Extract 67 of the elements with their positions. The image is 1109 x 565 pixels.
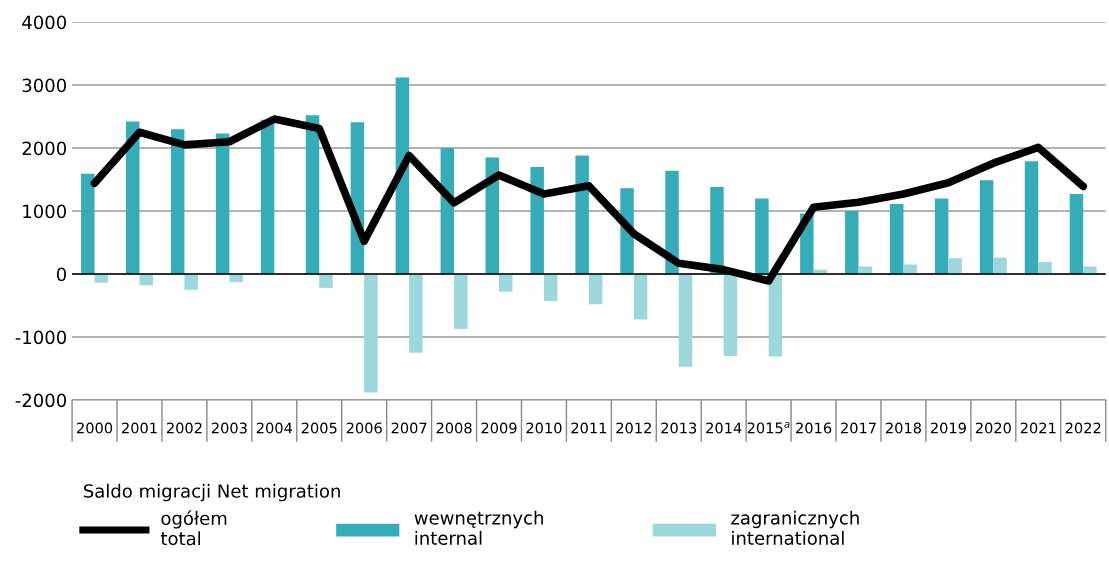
bar <box>81 173 95 275</box>
y-tick-label: 0 <box>56 267 67 282</box>
bar <box>530 166 544 275</box>
x-tick-label: 2021 <box>1020 422 1056 434</box>
x-tick-label: 2006 <box>346 422 382 434</box>
bar <box>319 274 333 288</box>
bar <box>184 274 198 290</box>
bar <box>454 274 468 329</box>
bar <box>755 198 769 275</box>
legend-label: wewnętrznych internal <box>414 510 543 545</box>
x-tick-label: 2007 <box>391 422 427 434</box>
bar <box>948 258 962 275</box>
x-tick-label: 2000 <box>77 422 113 434</box>
x-tick-label: 2009 <box>481 422 517 434</box>
bar <box>305 115 320 275</box>
legend-label: zagranicznych international <box>731 510 859 545</box>
bar <box>260 119 275 275</box>
x-tick-label: 2013 <box>661 422 697 434</box>
y-tick-label: 1000 <box>23 204 67 219</box>
x-tick-label: 2011 <box>571 422 607 434</box>
legend-title: Saldo migracji Net migration <box>83 483 340 502</box>
x-tick-label: 2003 <box>211 422 247 434</box>
x-tick-label: 2015$^{a}$ <box>747 421 790 434</box>
legend-label: ogółem total <box>160 510 227 546</box>
x-tick-label: 2017 <box>841 422 876 434</box>
x-tick-label: 2005 <box>301 422 337 434</box>
x-tick-label: 2018 <box>885 422 922 434</box>
y-tick-label: 2000 <box>22 141 67 156</box>
x-tick-label: 2022 <box>1065 422 1101 434</box>
bar <box>665 170 679 275</box>
bar <box>768 274 783 357</box>
y-tick-label: -1000 <box>15 330 67 345</box>
y-tick-label: -2000 <box>15 393 67 408</box>
x-tick-label: 2019 <box>930 422 966 434</box>
y-tick-label: 4000 <box>22 15 67 30</box>
x-tick-label: 2014 <box>706 422 742 434</box>
x-tick-label: 2016 <box>796 422 832 434</box>
x-tick-label: 2008 <box>436 422 472 434</box>
x-tick-label: 2010 <box>526 422 562 434</box>
bar <box>1024 161 1039 275</box>
bar <box>1069 194 1084 275</box>
bar <box>139 274 153 286</box>
bar <box>710 187 724 275</box>
x-tick-label: 2001 <box>122 422 157 434</box>
bar <box>889 204 904 275</box>
bar <box>409 274 423 353</box>
bar <box>588 274 603 305</box>
bar <box>364 274 378 393</box>
bar <box>723 274 738 356</box>
bar <box>678 274 693 367</box>
bar <box>934 198 949 275</box>
x-tick-label: 2012 <box>616 422 651 434</box>
x-tick-label: 2002 <box>166 422 202 434</box>
x-tick-label: 2020 <box>975 422 1011 434</box>
bar <box>845 211 859 275</box>
bar <box>543 274 558 302</box>
bar <box>979 180 994 275</box>
bar <box>1038 262 1052 275</box>
bar <box>499 274 513 292</box>
bar <box>170 129 185 275</box>
bar <box>575 155 589 275</box>
x-tick-label: 2004 <box>256 422 293 434</box>
bar <box>215 133 230 275</box>
bar <box>633 274 648 320</box>
bar <box>1083 266 1097 275</box>
bar <box>993 257 1007 275</box>
y-tick-label: 3000 <box>22 78 67 93</box>
